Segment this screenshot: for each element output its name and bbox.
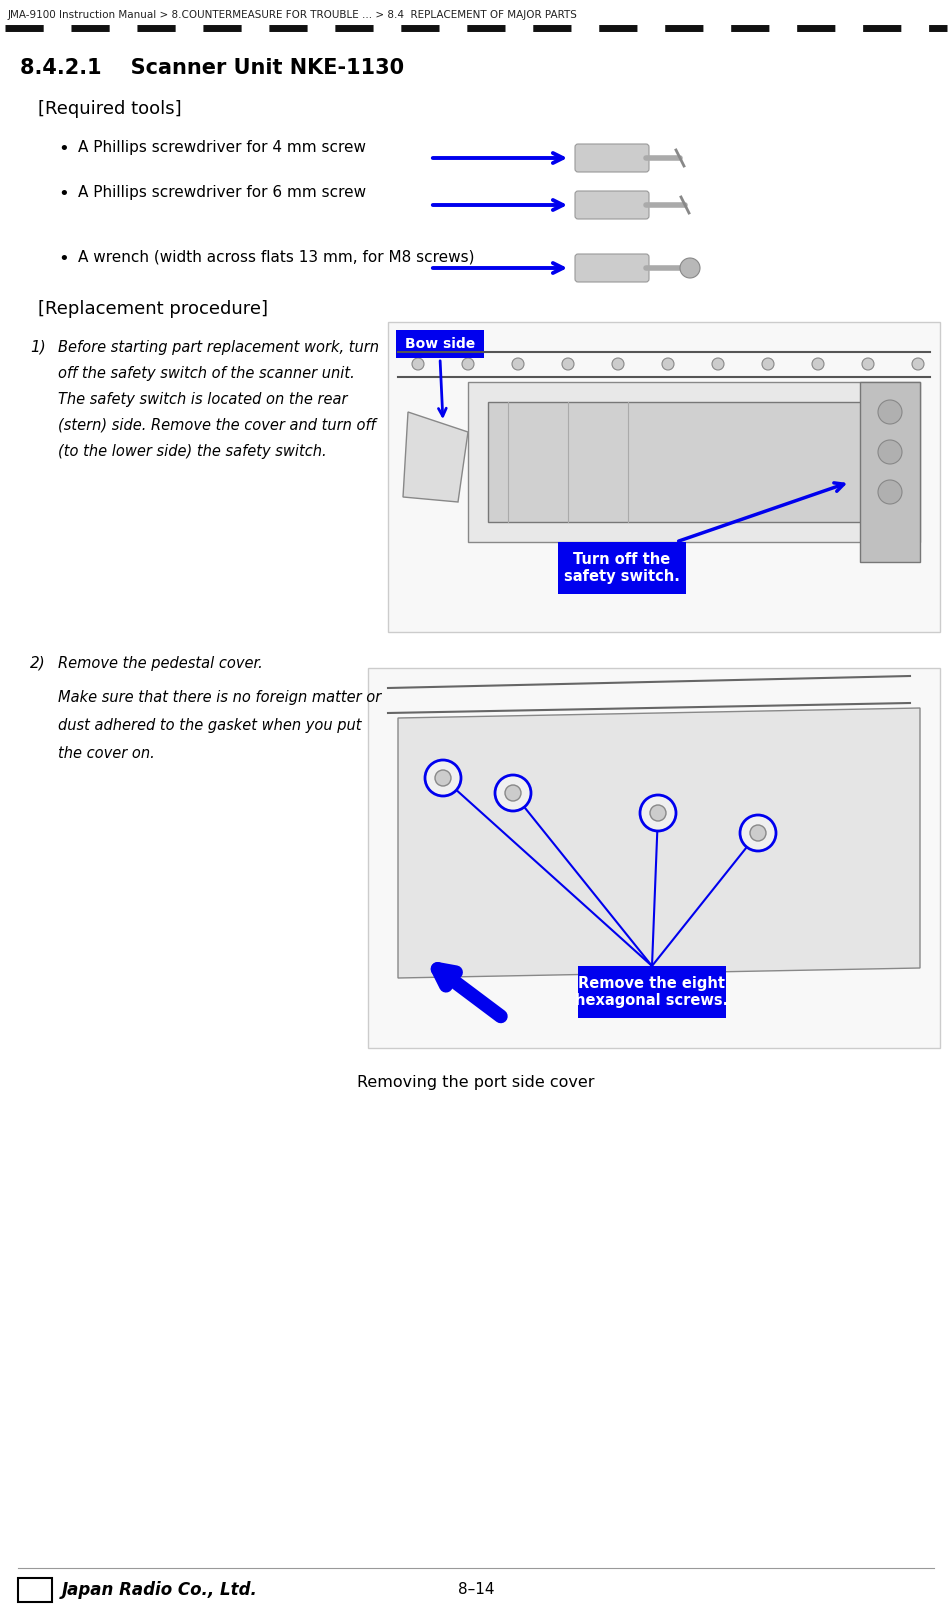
Circle shape bbox=[750, 825, 766, 841]
Circle shape bbox=[680, 258, 700, 279]
Text: A Phillips screwdriver for 6 mm screw: A Phillips screwdriver for 6 mm screw bbox=[78, 185, 367, 199]
Circle shape bbox=[640, 795, 676, 831]
Bar bbox=[18, 1578, 52, 1602]
Text: Remove the pedestal cover.: Remove the pedestal cover. bbox=[58, 656, 263, 671]
Text: the cover on.: the cover on. bbox=[58, 745, 155, 761]
Text: A Phillips screwdriver for 4 mm screw: A Phillips screwdriver for 4 mm screw bbox=[78, 139, 366, 156]
Text: Make sure that there is no foreign matter or: Make sure that there is no foreign matte… bbox=[58, 690, 381, 705]
Text: JMA-9100 Instruction Manual > 8.COUNTERMEASURE FOR TROUBLE ... > 8.4  REPLACEMEN: JMA-9100 Instruction Manual > 8.COUNTERM… bbox=[8, 10, 578, 19]
Circle shape bbox=[812, 358, 824, 369]
Circle shape bbox=[650, 805, 666, 821]
Text: Remove the eight
hexagonal screws.: Remove the eight hexagonal screws. bbox=[575, 975, 728, 1008]
Text: The safety switch is located on the rear: The safety switch is located on the rear bbox=[58, 392, 347, 407]
Circle shape bbox=[495, 774, 531, 812]
Circle shape bbox=[878, 441, 902, 463]
Text: JRC: JRC bbox=[26, 1584, 44, 1596]
Bar bbox=[388, 322, 940, 632]
Text: A wrench (width across flats 13 mm, for M8 screws): A wrench (width across flats 13 mm, for … bbox=[78, 249, 474, 266]
Polygon shape bbox=[398, 708, 920, 978]
Circle shape bbox=[512, 358, 524, 369]
Text: off the safety switch of the scanner unit.: off the safety switch of the scanner uni… bbox=[58, 366, 355, 381]
Bar bbox=[396, 330, 484, 358]
Text: Removing the port side cover: Removing the port side cover bbox=[357, 1076, 595, 1090]
Circle shape bbox=[712, 358, 724, 369]
FancyBboxPatch shape bbox=[575, 144, 649, 172]
Text: 8.4.2.1    Scanner Unit NKE-1130: 8.4.2.1 Scanner Unit NKE-1130 bbox=[20, 58, 405, 78]
Text: •: • bbox=[58, 185, 69, 202]
Circle shape bbox=[878, 480, 902, 504]
Text: (to the lower side) the safety switch.: (to the lower side) the safety switch. bbox=[58, 444, 327, 458]
Text: Turn off the
safety switch.: Turn off the safety switch. bbox=[565, 552, 680, 585]
Circle shape bbox=[912, 358, 924, 369]
Text: •: • bbox=[58, 249, 69, 267]
Circle shape bbox=[612, 358, 624, 369]
Text: 8–14: 8–14 bbox=[458, 1583, 494, 1597]
Text: (stern) side. Remove the cover and turn off: (stern) side. Remove the cover and turn … bbox=[58, 418, 376, 433]
Text: [Required tools]: [Required tools] bbox=[38, 100, 182, 118]
Bar bbox=[578, 966, 726, 1017]
Text: Before starting part replacement work, turn: Before starting part replacement work, t… bbox=[58, 340, 379, 355]
FancyBboxPatch shape bbox=[575, 191, 649, 219]
FancyBboxPatch shape bbox=[575, 254, 649, 282]
Bar bbox=[368, 667, 940, 1048]
Bar bbox=[860, 382, 920, 562]
Circle shape bbox=[462, 358, 474, 369]
Text: [Replacement procedure]: [Replacement procedure] bbox=[38, 300, 268, 318]
Polygon shape bbox=[403, 411, 468, 502]
Circle shape bbox=[435, 770, 451, 786]
Text: dust adhered to the gasket when you put: dust adhered to the gasket when you put bbox=[58, 718, 362, 732]
Text: 1): 1) bbox=[30, 340, 46, 355]
Circle shape bbox=[412, 358, 424, 369]
Circle shape bbox=[562, 358, 574, 369]
Text: Japan Radio Co., Ltd.: Japan Radio Co., Ltd. bbox=[62, 1581, 258, 1599]
Text: Bow side: Bow side bbox=[405, 337, 475, 352]
Bar bbox=[488, 402, 880, 522]
Text: •: • bbox=[58, 139, 69, 159]
Circle shape bbox=[740, 815, 776, 850]
Bar bbox=[558, 543, 686, 595]
Circle shape bbox=[862, 358, 874, 369]
Text: 2): 2) bbox=[30, 656, 46, 671]
Polygon shape bbox=[468, 382, 920, 543]
Circle shape bbox=[662, 358, 674, 369]
Circle shape bbox=[505, 786, 521, 800]
Circle shape bbox=[878, 400, 902, 424]
Circle shape bbox=[762, 358, 774, 369]
Circle shape bbox=[425, 760, 461, 795]
